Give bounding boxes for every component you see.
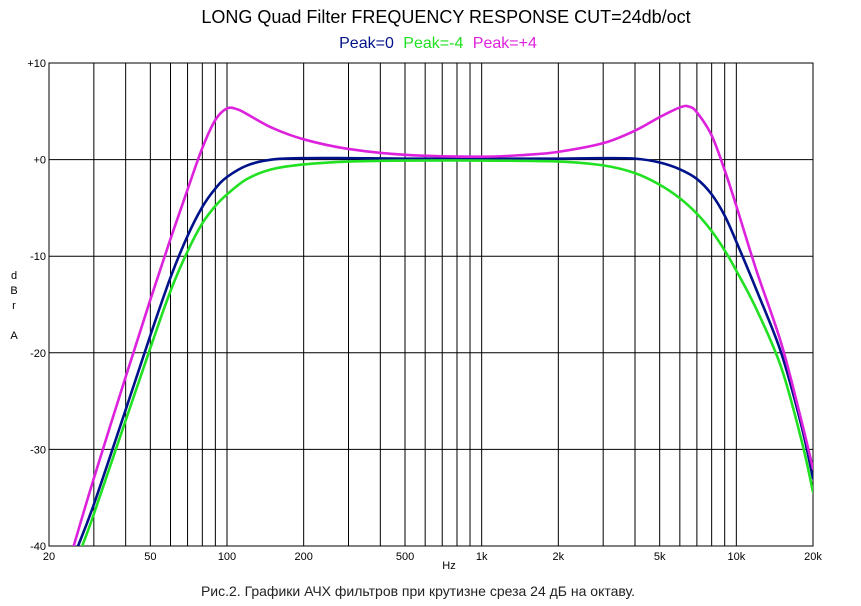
x-tick-label: 50 [144, 551, 156, 563]
x-tick-label: 20 [43, 551, 55, 563]
x-tick-labels: 20 50 100 200 500 1k 2k 5k 10k 20k [43, 551, 822, 563]
y-tick-labels: +10 +0 -10 -20 -30 -40 [27, 58, 46, 553]
y-tick-label: -20 [30, 348, 46, 360]
series-line-peak-minus-4 [80, 159, 813, 546]
y-tick-label: -40 [30, 541, 46, 553]
y-tick-label: -30 [30, 444, 46, 456]
chart-title: LONG Quad Filter FREQUENCY RESPONSE CUT=… [201, 7, 690, 27]
y-tick-label: -10 [30, 251, 46, 263]
plot-frame [48, 62, 814, 547]
x-tick-label: 500 [396, 551, 414, 563]
legend-entry-peak-minus-4: Peak=-4 [403, 35, 463, 52]
series-layer [72, 104, 813, 546]
y-tick-label: +0 [33, 155, 46, 167]
horizontal-gridlines [49, 62, 813, 547]
x-tick-label: 2k [553, 551, 565, 563]
series-line-peak-0 [76, 156, 813, 546]
x-tick-label: 100 [218, 551, 236, 563]
x-axis-label: Hz [442, 560, 455, 572]
legend-entry-peak-plus-4: Peak=+4 [473, 35, 537, 52]
figure-caption: Рис.2. Графики АЧХ фильтров при крутизне… [201, 583, 635, 599]
x-tick-label: 10k [727, 551, 745, 563]
y-tick-label: +10 [27, 58, 46, 70]
series-line-peak-plus-4 [72, 104, 813, 546]
x-tick-label: 200 [294, 551, 312, 563]
y-axis-label: d B r A [10, 270, 18, 342]
x-tick-label: 20k [804, 551, 822, 563]
legend-entry-peak-0: Peak=0 [339, 35, 394, 52]
vertical-gridlines [93, 63, 737, 546]
y-axis-label-a: A [10, 330, 18, 342]
y-axis-label-d: d [11, 270, 17, 282]
x-tick-label: 5k [654, 551, 666, 563]
legend: Peak=0 Peak=-4 Peak=+4 [339, 35, 537, 52]
y-axis-label-r: r [12, 300, 16, 312]
x-tick-label: 1k [476, 551, 488, 563]
y-axis-label-b: B [10, 285, 17, 297]
